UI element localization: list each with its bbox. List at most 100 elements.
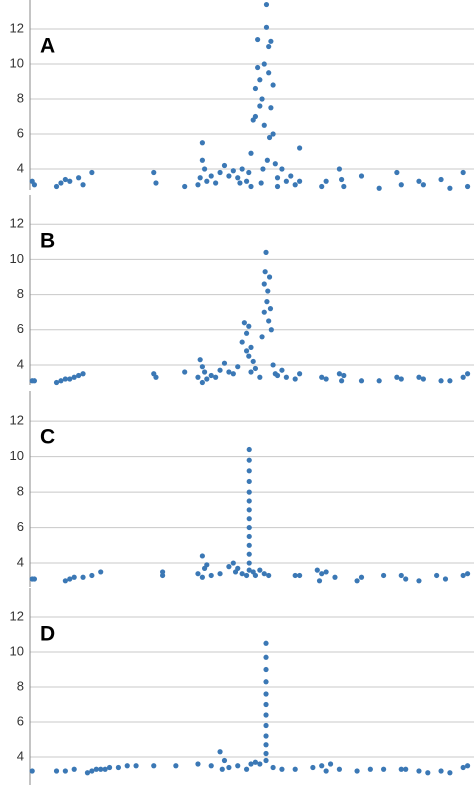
point (274, 175, 281, 181)
point (420, 182, 426, 188)
point (297, 371, 303, 377)
point (195, 571, 201, 577)
point (416, 178, 422, 184)
point (319, 763, 325, 769)
point (442, 576, 449, 582)
point (252, 365, 259, 372)
point (257, 374, 263, 380)
point (264, 157, 270, 163)
panel-label: A (40, 35, 55, 58)
y-tick-label: 10 (10, 251, 24, 266)
panel-label: B (40, 230, 55, 253)
point (263, 679, 269, 685)
point (204, 178, 210, 184)
point (199, 379, 205, 386)
point (80, 182, 86, 188)
point (151, 169, 157, 176)
point (248, 183, 254, 190)
point (394, 374, 400, 380)
point (319, 571, 325, 577)
point (263, 757, 269, 764)
point (263, 733, 269, 739)
point (438, 176, 444, 183)
point (252, 113, 259, 120)
point (230, 371, 236, 377)
y-tick-label: 6 (17, 519, 24, 534)
point (292, 182, 298, 188)
point (62, 376, 68, 382)
point (243, 178, 250, 184)
point (226, 369, 232, 375)
point (292, 376, 298, 382)
point (274, 183, 281, 190)
point (266, 70, 272, 76)
point (221, 162, 228, 169)
point (246, 567, 252, 573)
y-tick-label: 6 (17, 125, 24, 140)
point (151, 763, 157, 769)
point (354, 578, 360, 584)
y-tick-label: 6 (17, 321, 24, 336)
point (93, 766, 99, 772)
point (266, 318, 272, 324)
point (195, 374, 201, 380)
point (89, 768, 95, 774)
y-tick-label: 8 (17, 286, 24, 301)
point (237, 180, 243, 186)
point (221, 757, 228, 764)
point (257, 103, 263, 109)
point (264, 299, 270, 305)
point (31, 378, 38, 384)
point (153, 374, 159, 380)
point (71, 374, 77, 380)
point (246, 498, 252, 504)
point (67, 576, 73, 582)
y-tick-label: 12 (10, 216, 24, 231)
point (76, 372, 82, 379)
point (160, 572, 166, 579)
point (199, 553, 205, 559)
point (246, 489, 252, 495)
point (71, 766, 77, 772)
point (447, 185, 453, 191)
point (217, 367, 223, 373)
point (268, 105, 274, 111)
point (182, 183, 188, 190)
point (219, 766, 225, 772)
point (336, 766, 342, 772)
point (230, 560, 236, 566)
point (263, 742, 269, 748)
point (248, 344, 254, 350)
y-tick-label: 8 (17, 484, 24, 499)
point (358, 574, 365, 580)
point (447, 378, 453, 384)
point (31, 182, 38, 188)
point (283, 178, 289, 184)
point (323, 178, 329, 184)
point (279, 166, 285, 172)
point (310, 764, 316, 771)
point (246, 524, 252, 531)
point (53, 183, 60, 190)
point (248, 761, 254, 767)
point (29, 768, 35, 774)
point (208, 372, 214, 379)
point (266, 274, 273, 280)
point (319, 374, 325, 380)
point (67, 178, 73, 184)
point (327, 761, 334, 767)
point (297, 145, 303, 151)
y-tick-label: 10 (10, 55, 24, 70)
point (261, 309, 267, 315)
point (394, 169, 400, 176)
y-tick-label: 12 (10, 608, 24, 623)
point (71, 574, 77, 580)
y-tick-label: 4 (17, 356, 24, 371)
point (204, 376, 210, 382)
point (239, 571, 245, 577)
point (279, 367, 285, 373)
y-tick-label: 8 (17, 90, 24, 105)
point (213, 180, 219, 186)
point (235, 175, 241, 181)
